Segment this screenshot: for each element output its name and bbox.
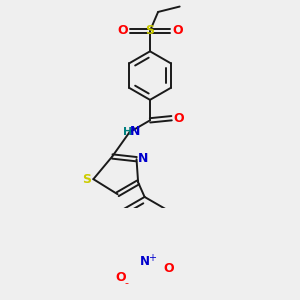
Text: O: O	[164, 262, 174, 275]
Text: N: N	[140, 255, 150, 268]
Text: S: S	[146, 24, 154, 37]
Text: O: O	[173, 112, 184, 125]
Text: H: H	[123, 127, 132, 137]
Text: O: O	[115, 271, 126, 284]
Text: O: O	[117, 24, 128, 37]
Text: N: N	[138, 152, 148, 165]
Text: +: +	[148, 254, 156, 263]
Text: -: -	[124, 278, 128, 288]
Text: S: S	[82, 172, 91, 186]
Text: N: N	[130, 125, 140, 138]
Text: O: O	[172, 24, 183, 37]
